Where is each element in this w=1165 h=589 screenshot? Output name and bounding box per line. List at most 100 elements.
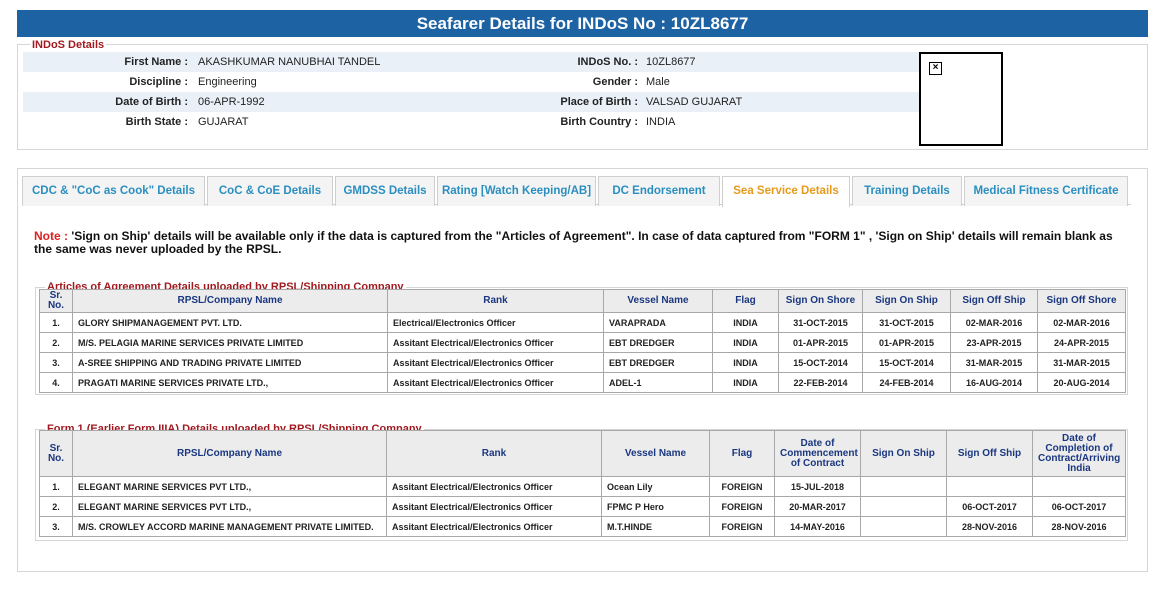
table-cell: Assitant Electrical/Electronics Officer [386,476,602,497]
table-cell: 06-OCT-2017 [946,496,1033,517]
table-row: 3. A-SREE SHIPPING AND TRADING PRIVATE LI… [39,352,1126,373]
indos-details-panel: INDoS Details First Name : AKASHKUMAR NAN… [17,39,1148,150]
table-cell: VARAPRADA [603,312,713,333]
column-header: Sr. No. [39,430,73,477]
table-row: 3. M/S. CROWLEY ACCORD MARINE MANAGEMENT … [39,516,1126,537]
table-row: 1. GLORY SHIPMANAGEMENT PVT. LTD. Electric… [39,312,1126,333]
column-header: Sign On Ship [860,430,947,477]
table-cell: FPMC P Hero [601,496,710,517]
field-row: Date of Birth : 06-APR-1992 Place of Birth… [23,92,919,113]
field-value: INDIA [646,116,676,128]
table-cell: 31-MAR-2015 [950,352,1038,373]
table-cell: 31-MAR-2015 [1037,352,1126,373]
table-cell: 01-APR-2015 [862,332,951,353]
tab[interactable]: Training Details [852,176,962,206]
table-cell: 15-OCT-2014 [862,352,951,373]
header-row: Sr. No. RPSL/Company Name Rank Vessel Name F… [39,430,1126,477]
column-header: Sign On Ship [862,289,951,313]
field-label: Gender : [592,76,638,88]
tab[interactable]: CDC & "CoC as Cook" Details [22,176,205,206]
table-cell: INDIA [712,372,779,393]
field-value: Male [646,76,670,88]
tab[interactable]: Sea Service Details [722,176,850,207]
table-cell: ELEGANT MARINE SERVICES PVT LTD., [72,476,387,497]
table-cell: INDIA [712,352,779,373]
tab[interactable]: CoC & CoE Details [207,176,333,206]
field-row: Discipline : Engineering Gender : Male [23,72,919,93]
note: Note : 'Sign on Ship' details will be av… [34,230,1124,256]
table-cell: 24-FEB-2014 [862,372,951,393]
table-cell: 14-MAY-2016 [774,516,861,537]
column-header: Flag [709,430,775,477]
table-cell: 28-NOV-2016 [946,516,1033,537]
tab[interactable]: DC Endorsement [598,176,720,206]
table-cell: 22-FEB-2014 [778,372,863,393]
field-value: GUJARAT [198,116,249,128]
table-cell: 1. [39,476,73,497]
table-cell: 4. [39,372,73,393]
table-cell [946,476,1033,497]
field-value: VALSAD GUJARAT [646,96,743,108]
table-cell: INDIA [712,312,779,333]
photo-box: × [919,52,1003,146]
table-cell: A-SREE SHIPPING AND TRADING PRIVATE LIMI… [72,352,388,373]
field-label: Place of Birth : [560,96,638,108]
table-cell: 20-AUG-2014 [1037,372,1126,393]
table-row: 2. ELEGANT MARINE SERVICES PVT LTD., Assit… [39,496,1126,517]
table-cell: 2. [39,496,73,517]
tab[interactable]: Medical Fitness Certificate [964,176,1128,206]
field-row: First Name : AKASHKUMAR NANUBHAI TANDEL IN… [23,52,919,73]
page-header: Seafarer Details for INDoS No : 10ZL8677 [17,10,1148,37]
table-row: 2. M/S. PELAGIA MARINE SERVICES PRIVATE L… [39,332,1126,353]
column-header: Rank [387,289,604,313]
table-cell: 02-MAR-2016 [1037,312,1126,333]
table-cell: ADEL-1 [603,372,713,393]
table-cell: Electrical/Electronics Officer [387,312,604,333]
table-cell: 2. [39,332,73,353]
table-cell [1032,476,1126,497]
table-cell: 16-AUG-2014 [950,372,1038,393]
table-row: 4. PRAGATI MARINE SERVICES PRIVATE LTD., A… [39,372,1126,393]
table-cell: 23-APR-2015 [950,332,1038,353]
column-header: Sr. No. [39,289,73,313]
details-section [17,168,1148,572]
column-header: Date of Commencement of Contract [774,430,861,477]
field-value: 06-APR-1992 [198,96,265,108]
field-row: Birth State : GUJARAT Birth Country : INDIA [23,112,919,133]
table-cell: 1. [39,312,73,333]
table-cell: Ocean Lily [601,476,710,497]
table-cell: 31-OCT-2015 [862,312,951,333]
table-cell: 15-OCT-2014 [778,352,863,373]
column-header: Sign Off Ship [950,289,1038,313]
table-cell: M/S. CROWLEY ACCORD MARINE MANAGEMENT PR… [72,516,387,537]
table-cell: Assitant Electrical/Electronics Officer [386,496,602,517]
field-value: AKASHKUMAR NANUBHAI TANDEL [198,56,381,68]
field-label: INDoS No. : [577,56,639,68]
column-header: Sign Off Ship [946,430,1033,477]
table-cell: 02-MAR-2016 [950,312,1038,333]
column-header: Vessel Name [603,289,713,313]
table-cell: 06-OCT-2017 [1032,496,1126,517]
field-label: Birth State : [125,116,188,128]
table-cell: GLORY SHIPMANAGEMENT PVT. LTD. [72,312,388,333]
table-cell: 28-NOV-2016 [1032,516,1126,537]
table-cell: Assitant Electrical/Electronics Officer [386,516,602,537]
tab[interactable]: Rating [Watch Keeping/AB] [437,176,596,206]
table-cell: 15-JUL-2018 [774,476,861,497]
column-header: Flag [712,289,779,313]
note-label: Note : [34,229,68,243]
broken-image-icon: × [929,62,942,75]
table-cell: 31-OCT-2015 [778,312,863,333]
header-row: Sr. No. RPSL/Company Name Rank Vessel Name F… [39,289,1126,313]
table-cell: EBT DREDGER [603,352,713,373]
table-cell: Assitant Electrical/Electronics Officer [387,372,604,393]
data-table: Sr. No. RPSL/Company Name Rank Vessel Name F… [39,430,1126,537]
table-row: 1. ELEGANT MARINE SERVICES PVT LTD., Assit… [39,476,1126,497]
table-cell [860,516,947,537]
column-header: Date of Completion of Contract/Arriving … [1032,430,1126,477]
column-header: RPSL/Company Name [72,430,387,477]
field-label: Date of Birth : [115,96,188,108]
table-cell: INDIA [712,332,779,353]
table-cell: FOREIGN [709,476,775,497]
tab[interactable]: GMDSS Details [335,176,435,206]
